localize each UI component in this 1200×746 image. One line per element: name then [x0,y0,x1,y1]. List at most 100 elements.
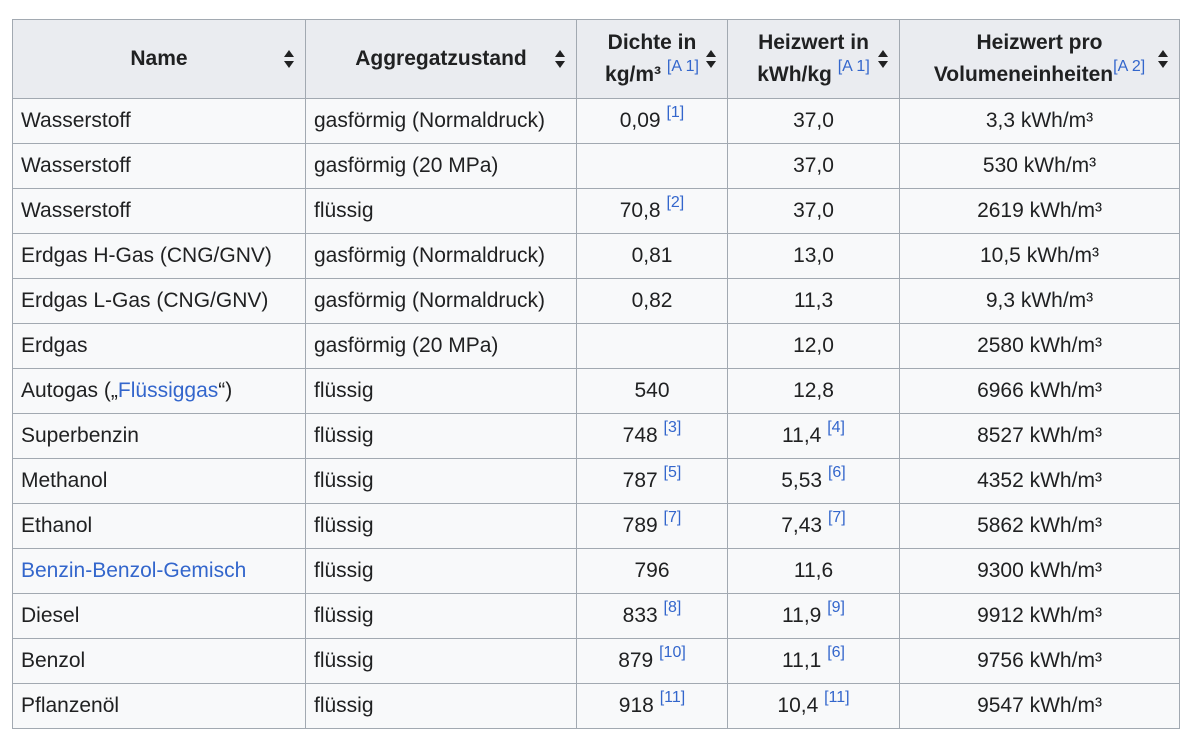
reference-link[interactable]: [3] [663,419,682,436]
cell-heating-value: 11,1 [6] [727,638,900,684]
heating-value: 12,8 [793,379,834,402]
cell-density: 0,09 [1] [576,98,728,144]
cell-state: flüssig [305,503,577,549]
reference-link[interactable]: [5] [663,464,682,481]
heating-value: 5,53 [781,469,823,492]
state-text: flüssig [314,199,374,222]
heating-value: 11,6 [793,559,834,582]
cell-density: 748 [3] [576,413,728,459]
table-row: Superbenzin flüssig 748 [3] 11,4 [4] 8527 kW… [12,413,1180,459]
cell-heating-value: 5,53 [6] [727,458,900,504]
table-row: Autogas („Flüssiggas“) flüssig 540 12,8 6966… [12,368,1180,414]
cell-density [576,323,728,369]
reference-link[interactable]: [7] [663,509,682,526]
cell-density [576,143,728,189]
reference-link[interactable]: [11] [824,689,850,706]
cell-name: Erdgas H-Gas (CNG/GNV) [12,233,306,279]
density-value: 0,09 [619,109,661,132]
column-header-label: Heizwert pro [976,31,1103,54]
volumetric-value: 9756 kWh/m³ [977,649,1102,672]
reference-link[interactable]: [4] [827,419,845,436]
table-row: Ethanol flüssig 789 [7] 7,43 [7] 5862 kWh/m³ [12,503,1180,549]
sort-icon[interactable] [1158,50,1168,68]
cell-name: Wasserstoff [12,188,306,234]
fuel-data-table: Name Aggregatzustand Dichte in kg/m³ [A … [12,19,1180,729]
volumetric-value: 5862 kWh/m³ [977,514,1102,537]
sort-icon[interactable] [284,50,294,68]
reference-link[interactable]: [9] [827,599,845,616]
column-header-density[interactable]: Dichte in kg/m³ [A 1] [576,19,728,99]
table-row: Erdgas L-Gas (CNG/GNV) gasförmig (Normald… [12,278,1180,324]
density-value: 0,81 [631,244,673,267]
table-row: Benzin-Benzol-Gemisch flüssig 796 11,6 9300 … [12,548,1180,594]
fuel-name: Wasserstoff [21,154,131,177]
reference-link[interactable]: [11] [659,689,686,706]
fuel-name: Pflanzenöl [21,694,120,717]
footnote-link[interactable]: [A 1] [666,58,699,75]
state-text: flüssig [314,424,374,447]
cell-state: flüssig [305,638,577,684]
cell-heating-value: 11,3 [727,278,900,324]
state-text: gasförmig (Normaldruck) [314,109,546,132]
column-header-volumetric-value[interactable]: Heizwert pro Volumeneinheiten[A 2] [899,19,1180,99]
column-header-name[interactable]: Name [12,19,306,99]
table-row: Erdgas H-Gas (CNG/GNV) gasförmig (Normald… [12,233,1180,279]
heating-value: 7,43 [781,514,823,537]
cell-name: Wasserstoff [12,98,306,144]
volumetric-value: 530 kWh/m³ [982,154,1097,177]
column-header-state[interactable]: Aggregatzustand [305,19,577,99]
cell-name: Diesel [12,593,306,639]
column-header-unit: Volumeneinheiten [933,63,1114,86]
fuel-name: Superbenzin [21,424,139,447]
cell-volumetric-value: 6966 kWh/m³ [899,368,1180,414]
table-body: Wasserstoff gasförmig (Normaldruck) 0,09 [… [12,98,1180,729]
reference-link[interactable]: [2] [666,194,685,211]
heating-value: 11,1 [782,649,822,672]
reference-link[interactable]: [6] [827,464,846,481]
cell-state: flüssig [305,413,577,459]
volumetric-value: 9,3 kWh/m³ [985,289,1094,312]
sort-icon[interactable] [878,50,888,68]
cell-name: Superbenzin [12,413,306,459]
column-header-label: Name [130,47,188,70]
fuel-name: Erdgas H-Gas (CNG/GNV) [21,244,272,267]
column-header-label: Dichte in [607,31,697,54]
cell-state: flüssig [305,368,577,414]
cell-heating-value: 37,0 [727,98,900,144]
cell-density: 540 [576,368,728,414]
cell-density: 879 [10] [576,638,728,684]
cell-name: Erdgas L-Gas (CNG/GNV) [12,278,306,324]
cell-state: flüssig [305,548,577,594]
table-row: Methanol flüssig 787 [5] 5,53 [6] 4352 kWh/m… [12,458,1180,504]
reference-link[interactable]: [1] [666,104,685,121]
reference-link[interactable]: [6] [827,644,845,661]
fuel-name-link[interactable]: Benzin-Benzol-Gemisch [21,559,247,582]
column-header-label: Aggregatzustand [355,47,527,70]
reference-link[interactable]: [7] [827,509,846,526]
density-value: 879 [618,649,654,672]
sort-icon[interactable] [706,50,716,68]
heating-value: 12,0 [793,334,834,357]
fuel-name-prefix: Autogas („ [21,379,118,402]
reference-link[interactable]: [10] [659,644,686,661]
fuel-name: Diesel [21,604,80,627]
sort-icon[interactable] [555,50,565,68]
reference-link[interactable]: [8] [663,599,682,616]
table-row: Pflanzenöl flüssig 918 [11] 10,4 [11] 9547 k… [12,683,1180,729]
table-row: Erdgas gasförmig (20 MPa) 12,0 2580 kWh/m³ [12,323,1180,369]
cell-name: Erdgas [12,323,306,369]
cell-name: Pflanzenöl [12,683,306,729]
footnote-link[interactable]: [A 1] [837,58,870,75]
density-value: 833 [622,604,658,627]
cell-volumetric-value: 9300 kWh/m³ [899,548,1180,594]
cell-heating-value: 12,0 [727,323,900,369]
fuel-name-link[interactable]: Flüssiggas [117,379,219,402]
cell-state: gasförmig (Normaldruck) [305,233,577,279]
cell-density: 787 [5] [576,458,728,504]
footnote-link[interactable]: [A 2] [1113,58,1146,75]
cell-volumetric-value: 2619 kWh/m³ [899,188,1180,234]
table-row: Wasserstoff gasförmig (Normaldruck) 0,09 [… [12,98,1180,144]
state-text: gasförmig (Normaldruck) [314,289,546,312]
volumetric-value: 10,5 kWh/m³ [979,244,1100,267]
column-header-heating-value[interactable]: Heizwert in kWh/kg [A 1] [727,19,900,99]
